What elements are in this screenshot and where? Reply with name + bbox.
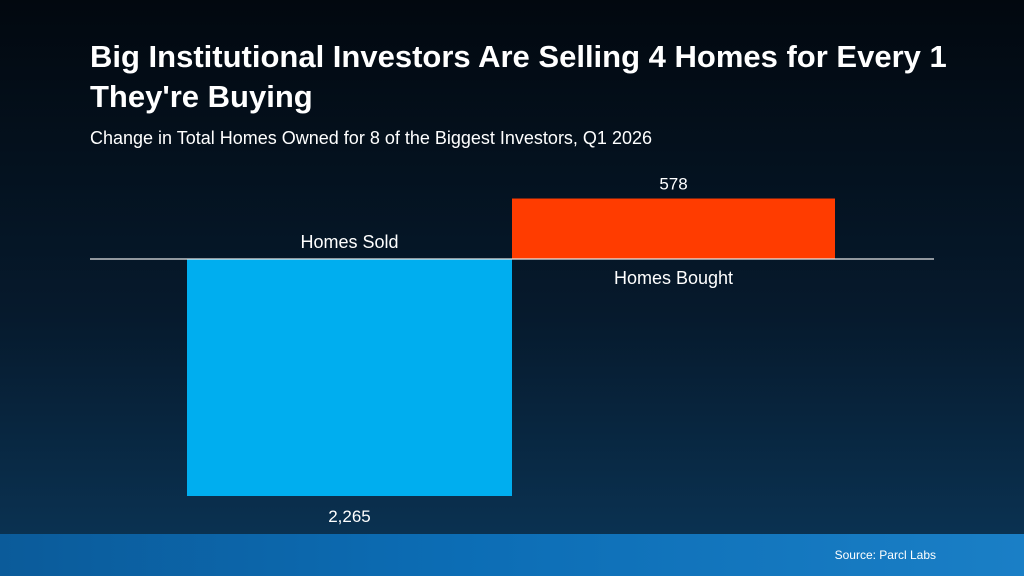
data-label-homes-sold: 2,265: [328, 507, 371, 526]
chart-subtitle: Change in Total Homes Owned for 8 of the…: [90, 128, 652, 148]
labels-layer: Homes Sold 2,265 Homes Bought 578: [300, 175, 733, 526]
chart-title: Big Institutional Investors Are Selling …: [90, 39, 947, 114]
bar-homes-sold: [187, 259, 512, 496]
bars-layer: [187, 198, 835, 496]
category-label-homes-bought: Homes Bought: [614, 268, 733, 288]
bar-homes-bought: [512, 198, 835, 259]
data-label-homes-bought: 578: [659, 175, 687, 194]
category-label-homes-sold: Homes Sold: [300, 232, 398, 252]
source-note: Source: Parcl Labs: [834, 548, 936, 562]
footer-band: [0, 534, 1024, 576]
